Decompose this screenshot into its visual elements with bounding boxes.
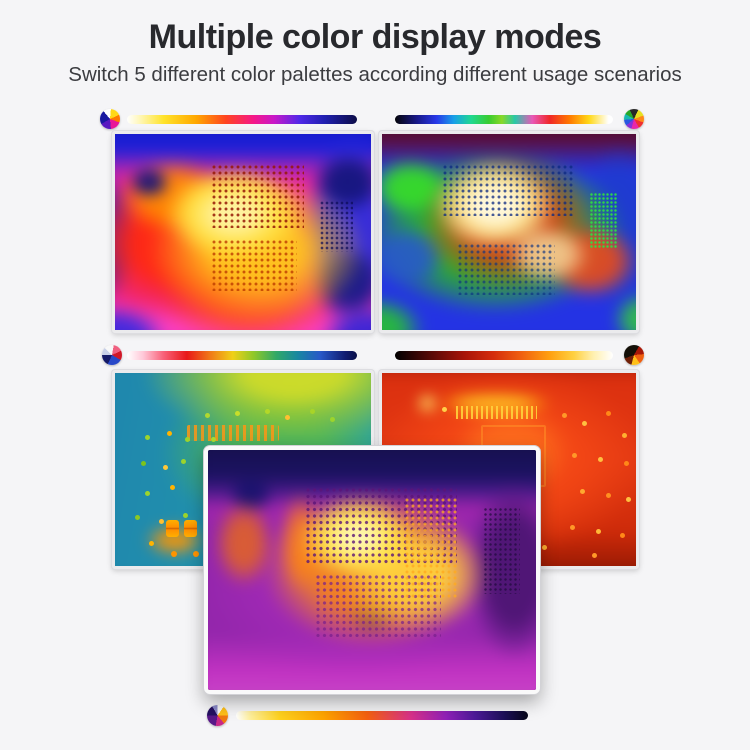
seven-segment-pad — [184, 519, 198, 537]
bga-dot-grid — [442, 165, 576, 217]
component-texture — [483, 507, 520, 594]
palette-wheel-icon-rainbow — [624, 109, 644, 129]
palette-wheel-icon-fire — [624, 345, 644, 365]
palette-gradient-bar-rainbow — [395, 115, 613, 124]
thermal-image-iron-red — [112, 131, 374, 333]
thermal-image-rainbow — [379, 131, 639, 333]
connector-strip — [186, 425, 279, 441]
palette-gradient-bar-fire — [395, 351, 613, 360]
palette-gradient-bar-green — [127, 351, 357, 360]
component-spots — [562, 413, 567, 418]
palette-gradient-bar-iron — [236, 711, 528, 720]
component-texture — [319, 200, 354, 252]
seven-segment-pad — [166, 519, 180, 537]
component-texture — [590, 192, 619, 248]
thermal-image-iron-large — [204, 446, 540, 694]
page-subtitle: Switch 5 different color palettes accord… — [68, 63, 682, 86]
palette-wheel-icon-iron-red — [100, 109, 120, 129]
page-title: Multiple color display modes — [148, 18, 602, 56]
palette-wheel-icon-iron — [207, 705, 228, 726]
component-spots — [171, 550, 178, 557]
bga-dot-grid — [404, 498, 458, 599]
connector-strip — [455, 405, 537, 420]
bga-dot-grid — [212, 165, 305, 229]
palette-gradient-bar-iron-red — [127, 115, 357, 124]
palette-wheel-icon-green — [102, 345, 122, 365]
component-spots — [145, 435, 150, 440]
bga-dot-grid — [212, 239, 297, 291]
bga-dot-grid — [458, 243, 555, 295]
